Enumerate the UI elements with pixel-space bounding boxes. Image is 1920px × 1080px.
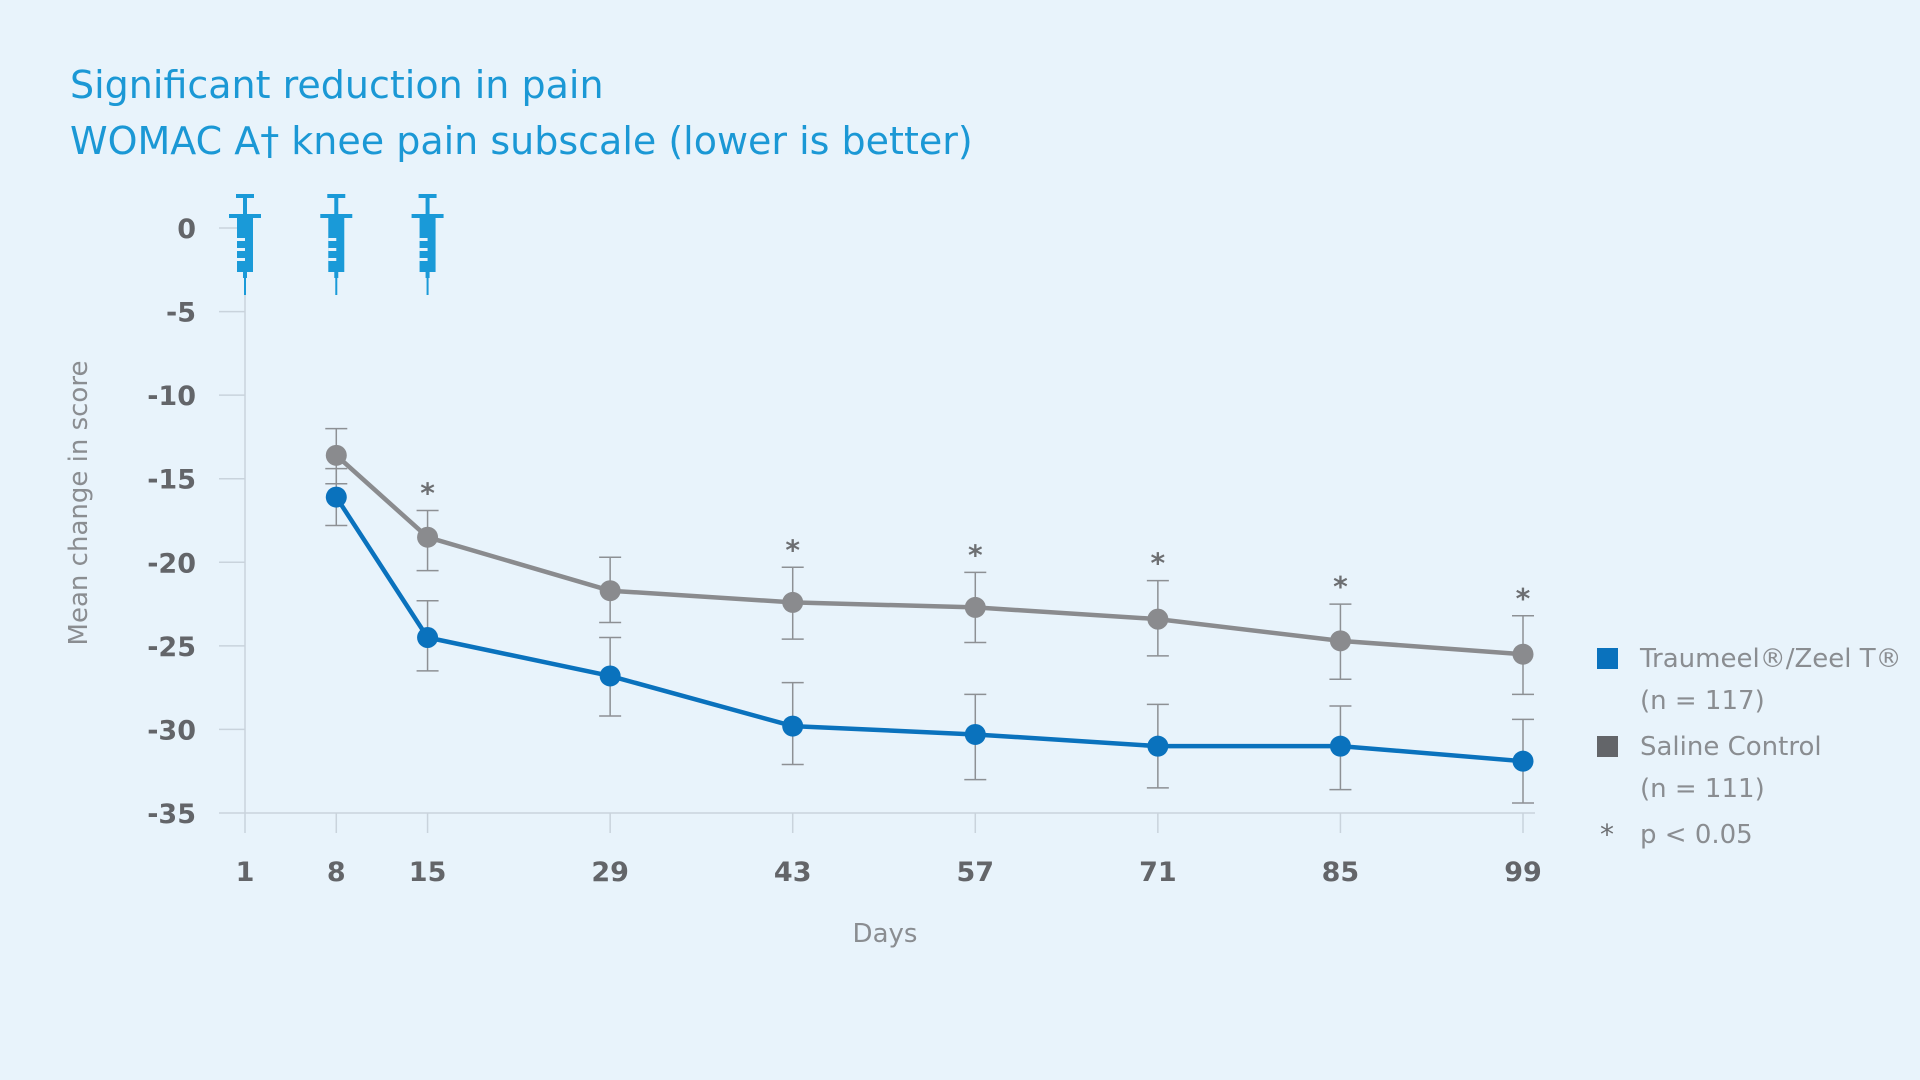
data-point-control bbox=[1147, 608, 1169, 630]
data-point-control bbox=[599, 580, 621, 602]
data-point-control bbox=[417, 526, 439, 548]
syringe-plunger-cap bbox=[236, 194, 254, 198]
data-point-treatment bbox=[417, 627, 439, 648]
data-point-treatment bbox=[1512, 750, 1534, 772]
legend-item-control: Saline Control (n = 111) bbox=[1597, 726, 1917, 810]
x-axis-label: Days bbox=[853, 919, 918, 949]
legend-swatch-control bbox=[1597, 736, 1618, 757]
syringe-plunger-rod bbox=[243, 198, 247, 215]
syringe-icon bbox=[411, 194, 444, 295]
y-tick-label: 0 bbox=[177, 214, 196, 245]
error-bars bbox=[325, 427, 1534, 804]
x-tick-label: 71 bbox=[1139, 857, 1177, 888]
syringe-hub bbox=[243, 272, 247, 278]
series-line-control bbox=[334, 453, 1524, 657]
legend-significance-symbol: * bbox=[1600, 818, 1614, 851]
y-tick-label: -30 bbox=[147, 715, 196, 746]
significance-star: * bbox=[1333, 570, 1348, 603]
y-tick-label: -10 bbox=[147, 381, 196, 412]
syringe-scale-mark bbox=[328, 248, 337, 251]
chart-title: Significant reduction in pain bbox=[70, 63, 604, 107]
legend-item-treatment: Traumeel®/Zeel T® (n = 117) bbox=[1597, 638, 1917, 722]
syringe-needle bbox=[426, 278, 429, 295]
y-tick-label: -15 bbox=[147, 465, 196, 496]
syringe-barrel bbox=[328, 218, 345, 272]
legend: Traumeel®/Zeel T® (n = 117) Saline Contr… bbox=[1597, 638, 1917, 860]
syringe-flange bbox=[320, 214, 353, 218]
legend-label-treatment: Traumeel®/Zeel T® bbox=[1640, 644, 1902, 674]
x-tick-label: 85 bbox=[1322, 857, 1360, 888]
syringe-icon bbox=[229, 194, 261, 295]
data-point-treatment bbox=[1147, 735, 1169, 757]
data-point-treatment bbox=[782, 715, 804, 737]
injection-markers bbox=[229, 194, 444, 295]
significance-star: * bbox=[1151, 547, 1166, 580]
syringe-scale-mark bbox=[237, 248, 245, 251]
significance-markers: * * * * * * bbox=[420, 476, 1530, 614]
x-tick-label: 29 bbox=[591, 857, 629, 888]
syringe-hub bbox=[425, 272, 430, 278]
y-tick-label: -35 bbox=[147, 799, 196, 830]
legend-sublabel-treatment: (n = 117) bbox=[1640, 686, 1765, 716]
syringe-needle bbox=[244, 278, 246, 295]
x-tick-label: 57 bbox=[956, 857, 994, 888]
syringe-plunger-rod bbox=[425, 198, 430, 215]
syringe-flange bbox=[411, 214, 444, 218]
significance-star: * bbox=[968, 538, 983, 571]
syringe-scale-mark bbox=[328, 258, 337, 261]
syringe-icon bbox=[320, 194, 353, 295]
x-tick-label: 43 bbox=[774, 857, 812, 888]
chart-subtitle: WOMAC A† knee pain subscale (lower is be… bbox=[70, 119, 973, 163]
legend-sublabel-control: (n = 111) bbox=[1640, 774, 1765, 804]
x-tick-label: 99 bbox=[1504, 857, 1542, 888]
syringe-scale-mark bbox=[419, 238, 428, 241]
significance-star: * bbox=[420, 476, 435, 509]
significance-star: * bbox=[1516, 582, 1531, 615]
x-tick-label: 15 bbox=[409, 857, 447, 888]
syringe-flange bbox=[229, 214, 261, 218]
y-tick-label: -5 bbox=[166, 298, 196, 329]
axes bbox=[219, 227, 1535, 833]
data-point-control bbox=[1329, 630, 1351, 652]
syringe-plunger-cap bbox=[418, 194, 437, 198]
syringe-scale-mark bbox=[419, 248, 428, 251]
significance-star: * bbox=[785, 533, 800, 566]
x-tick-label: 8 bbox=[327, 857, 346, 888]
syringe-needle bbox=[335, 278, 338, 295]
y-tick-label: -25 bbox=[147, 632, 196, 663]
data-points bbox=[325, 444, 1534, 772]
data-point-control bbox=[782, 591, 804, 613]
syringe-barrel bbox=[419, 218, 436, 272]
y-tick-label: -20 bbox=[147, 548, 196, 579]
legend-item-significance: * p < 0.05 bbox=[1597, 814, 1917, 856]
legend-significance-label: p < 0.05 bbox=[1640, 820, 1753, 850]
series-lines bbox=[334, 453, 1524, 764]
legend-label-control: Saline Control bbox=[1640, 732, 1822, 762]
y-axis-label: Mean change in score bbox=[64, 361, 94, 646]
syringe-scale-mark bbox=[328, 238, 337, 241]
syringe-barrel bbox=[237, 218, 253, 272]
syringe-hub bbox=[334, 272, 339, 278]
syringe-scale-mark bbox=[419, 258, 428, 261]
data-point-treatment bbox=[964, 723, 986, 745]
data-point-treatment bbox=[599, 665, 621, 687]
data-point-treatment bbox=[1329, 735, 1351, 757]
series-line-treatment bbox=[334, 495, 1524, 764]
x-tick-label: 1 bbox=[236, 857, 255, 888]
legend-swatch-treatment bbox=[1597, 648, 1618, 669]
syringe-scale-mark bbox=[237, 258, 245, 261]
syringe-scale-mark bbox=[237, 238, 245, 241]
data-point-control bbox=[325, 444, 347, 466]
data-point-treatment bbox=[325, 486, 347, 508]
data-point-control bbox=[1512, 643, 1534, 665]
tick-labels: 0 -5 -10 -15 -20 -25 -30 -35 1 8 15 29 43 57 71 85 99 bbox=[147, 214, 1542, 888]
syringe-plunger-rod bbox=[334, 198, 339, 215]
data-point-control bbox=[964, 596, 986, 618]
syringe-plunger-cap bbox=[327, 194, 346, 198]
